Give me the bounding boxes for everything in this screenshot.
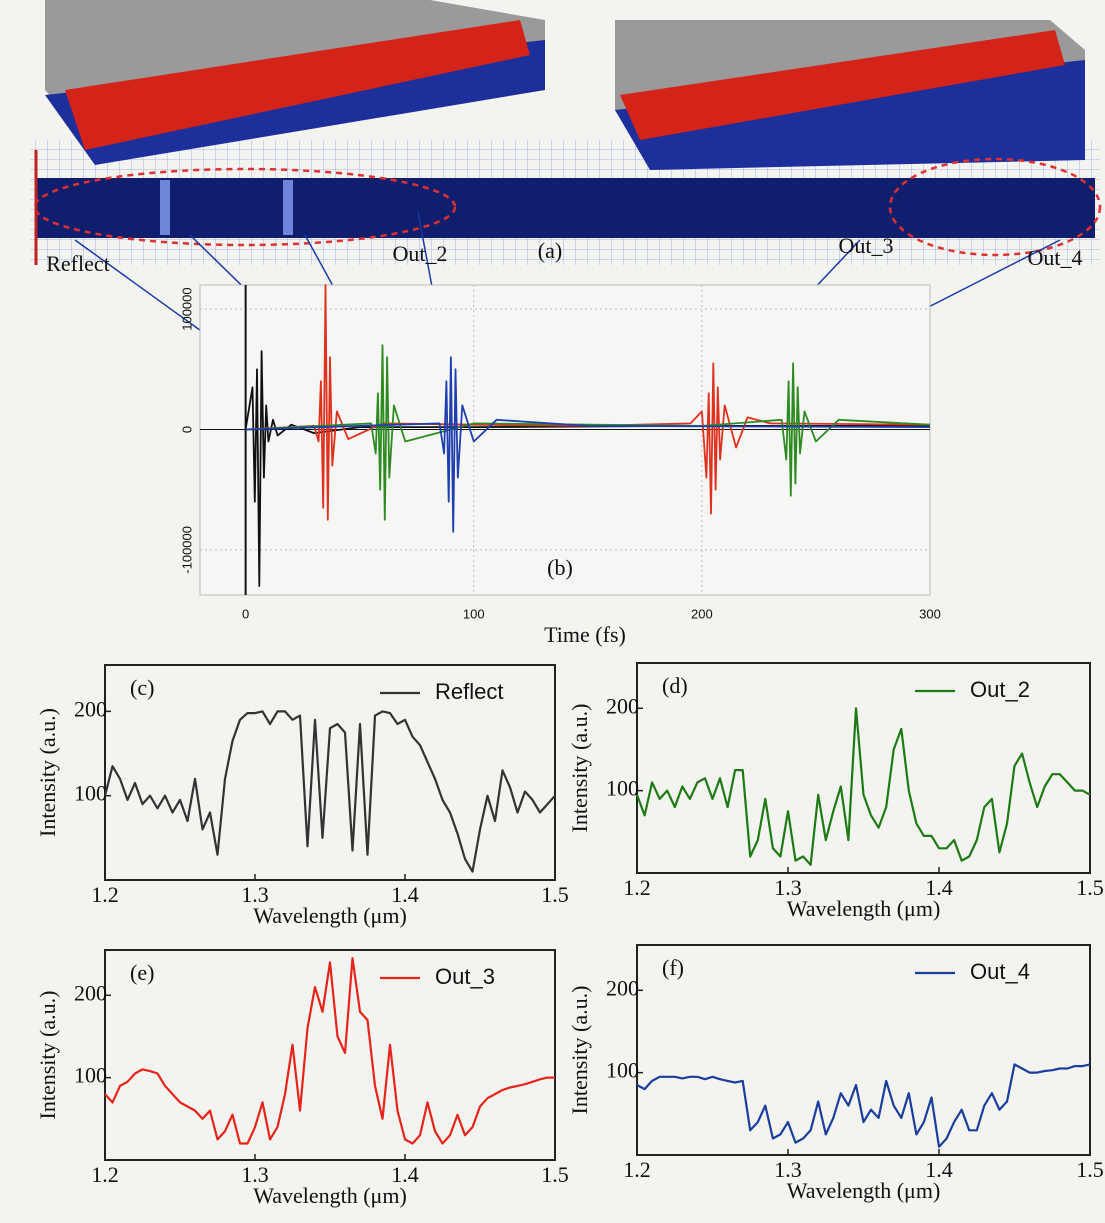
y-axis-label: Intensity (a.u.) bbox=[567, 704, 592, 833]
y-tick-label: 0 bbox=[179, 426, 194, 433]
y-axis-label: Intensity (a.u.) bbox=[567, 986, 592, 1115]
data-line bbox=[637, 708, 1090, 865]
x-tick-label: 200 bbox=[691, 606, 713, 621]
x-axis-label: Time (fs) bbox=[544, 622, 626, 647]
x-axis-label: Wavelength (μm) bbox=[253, 903, 407, 928]
x-tick-label: 1.5 bbox=[541, 1162, 569, 1187]
panel-label: (f) bbox=[662, 955, 684, 980]
panel-label: (d) bbox=[662, 673, 688, 698]
figure: Reflect Out_2 Out_3 Out_4 (a) -100000 0 10… bbox=[0, 0, 1105, 1223]
legend-label: Out_2 bbox=[970, 677, 1030, 702]
panel-label: (c) bbox=[130, 675, 154, 700]
cavity-marker bbox=[283, 180, 293, 235]
port-label: Reflect bbox=[46, 251, 110, 276]
panel-label: (e) bbox=[130, 960, 154, 985]
waveguide bbox=[35, 178, 1095, 238]
x-tick-label: 1.5 bbox=[541, 882, 569, 907]
panel-label: (b) bbox=[547, 555, 573, 580]
x-axis-label: Wavelength (μm) bbox=[787, 1178, 941, 1203]
x-axis-label: Wavelength (μm) bbox=[253, 1183, 407, 1208]
x-tick-label: 1.5 bbox=[1076, 1157, 1104, 1182]
y-tick-label: 100000 bbox=[179, 287, 194, 330]
x-tick-label: 1.2 bbox=[623, 875, 651, 900]
legend-label: Out_4 bbox=[970, 959, 1030, 984]
data-line bbox=[105, 711, 555, 871]
x-tick-label: 1.2 bbox=[91, 882, 119, 907]
x-tick-label: 1.5 bbox=[1076, 875, 1104, 900]
y-tick-label: 200 bbox=[74, 980, 107, 1005]
x-tick-label: 300 bbox=[919, 606, 941, 621]
port-label: Out_2 bbox=[393, 241, 448, 266]
port-label: Out_4 bbox=[1028, 245, 1083, 270]
y-tick-label: 200 bbox=[74, 696, 107, 721]
x-tick-label: 100 bbox=[463, 606, 485, 621]
y-tick-label: 100 bbox=[74, 781, 107, 806]
plot-area bbox=[200, 285, 930, 595]
data-line bbox=[637, 1064, 1090, 1146]
legend-label: Out_3 bbox=[435, 964, 495, 989]
y-tick-label: 100 bbox=[606, 776, 639, 801]
y-axis-label: Intensity (a.u.) bbox=[35, 708, 60, 837]
y-tick-label: 100 bbox=[606, 1058, 639, 1083]
y-tick-label: 200 bbox=[606, 693, 639, 718]
legend-label: Reflect bbox=[435, 679, 503, 704]
y-axis-label: Intensity (a.u.) bbox=[35, 991, 60, 1120]
x-tick-label: 1.2 bbox=[623, 1157, 651, 1182]
y-tick-label: 100 bbox=[74, 1063, 107, 1088]
port-label: Out_3 bbox=[839, 233, 894, 258]
x-tick-label: 1.2 bbox=[91, 1162, 119, 1187]
y-tick-label: 200 bbox=[606, 975, 639, 1000]
cavity-marker bbox=[160, 180, 170, 235]
panel-label: (a) bbox=[538, 238, 562, 263]
x-tick-label: 0 bbox=[242, 606, 249, 621]
y-tick-label: -100000 bbox=[179, 526, 194, 574]
x-axis-label: Wavelength (μm) bbox=[787, 896, 941, 921]
